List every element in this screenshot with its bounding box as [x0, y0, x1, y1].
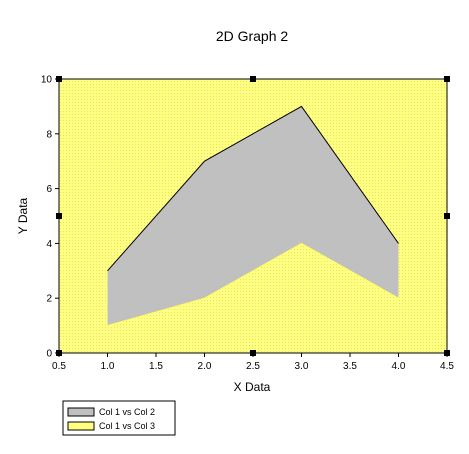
x-tick-label: 4.5 [440, 361, 454, 372]
legend-swatch-col3 [67, 421, 95, 431]
y-tick-label: 8 [46, 129, 52, 140]
x-axis-title: X Data [234, 380, 271, 394]
legend-swatch-col2 [67, 407, 95, 417]
x-tick-label: 1.0 [101, 361, 115, 372]
legend: Col 1 vs Col 2 Col 1 vs Col 3 [62, 400, 176, 436]
y-tick-label: 2 [46, 294, 52, 305]
y-tick-label: 0 [46, 349, 52, 360]
legend-label-col3: Col 1 vs Col 3 [99, 421, 155, 431]
selection-handle[interactable] [250, 76, 256, 82]
y-tick-label: 6 [46, 184, 52, 195]
line-col1-vs-col2 [107, 105, 399, 272]
selection-handle[interactable] [444, 213, 450, 219]
y-axis-title: Y Data [16, 197, 30, 234]
x-tick-label: 3.5 [343, 361, 357, 372]
chart-title: 2D Graph 2 [216, 28, 289, 44]
line-col1-vs-col3 [107, 242, 399, 327]
y-tick-label: 10 [41, 75, 53, 86]
selection-handle[interactable] [444, 76, 450, 82]
area-col1-vs-col2 [107, 106, 399, 326]
x-tick-label: 4.0 [392, 361, 406, 372]
y-tick-label: 4 [46, 239, 52, 250]
x-tick-label: 2.5 [246, 361, 260, 372]
selection-handle[interactable] [56, 213, 62, 219]
legend-label-col2: Col 1 vs Col 2 [99, 407, 155, 417]
x-tick-label: 2.0 [198, 361, 212, 372]
x-tick-label: 0.5 [52, 361, 66, 372]
x-tick-label: 3.0 [295, 361, 309, 372]
x-tick-label: 1.5 [149, 361, 163, 372]
